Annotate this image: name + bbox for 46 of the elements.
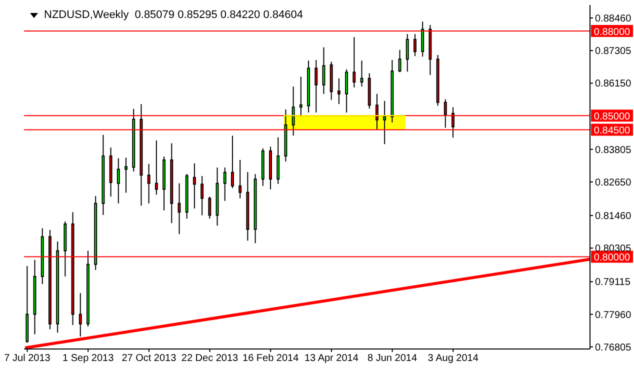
candlestick	[414, 34, 416, 57]
candlestick	[192, 162, 196, 209]
candlestick	[421, 21, 424, 58]
chart-subtitle: 0.85079 0.85295 0.84220 0.84604	[134, 9, 303, 21]
y-tick-label: 0.88460	[595, 14, 632, 25]
candlestick	[398, 49, 402, 73]
candlestick	[200, 176, 204, 216]
ref-line-label: 0.84500	[594, 126, 631, 137]
candlestick	[124, 157, 128, 194]
x-tick-label: 22 Dec 2013	[181, 353, 239, 364]
chart-title: NZDUSD,Weekly	[44, 9, 129, 21]
candlestick	[299, 76, 302, 117]
candlestick	[208, 196, 212, 220]
x-tick-label: 13 Apr 2014	[304, 353, 359, 364]
candlestick	[314, 60, 318, 114]
x-tick-label: 1 Sep 2013	[62, 353, 114, 364]
y-tick-label: 0.76805	[595, 342, 632, 354]
y-tick-label: 0.87305	[595, 46, 632, 58]
y-tick-label: 0.83805	[595, 144, 632, 156]
candlestick	[292, 86, 295, 136]
ref-line-label: 0.88000	[594, 26, 631, 38]
candlestick	[230, 135, 234, 189]
x-tick-label: 8 Jun 2014	[368, 353, 418, 364]
candlestick	[276, 136, 280, 184]
x-tick-label: 16 Feb 2014	[242, 353, 300, 364]
y-tick-label: 0.79115	[595, 277, 631, 288]
y-tick-label: 0.81460	[595, 211, 632, 222]
y-tick-label: 0.77960	[595, 310, 632, 321]
ref-line-label: 0.85000	[594, 112, 631, 123]
x-tick-label: 7 Jul 2013	[4, 353, 51, 364]
candlestick	[345, 68, 348, 114]
ref-line-label: 0.80000	[594, 252, 631, 264]
y-tick-label: 0.82650	[595, 177, 632, 188]
x-tick-label: 27 Oct 2013	[122, 353, 177, 364]
candlestick	[78, 292, 82, 338]
candlestick	[337, 78, 340, 105]
candlestick	[383, 100, 386, 145]
x-tick-label: 3 Aug 2014	[428, 353, 479, 364]
candlestick	[223, 167, 226, 202]
candlestick	[147, 163, 150, 204]
candlestick	[352, 36, 356, 88]
y-tick-label: 0.86150	[595, 78, 632, 90]
candlestick	[154, 140, 158, 196]
candlestick	[238, 159, 242, 199]
candlestick	[116, 158, 120, 204]
candlestick	[406, 34, 409, 72]
